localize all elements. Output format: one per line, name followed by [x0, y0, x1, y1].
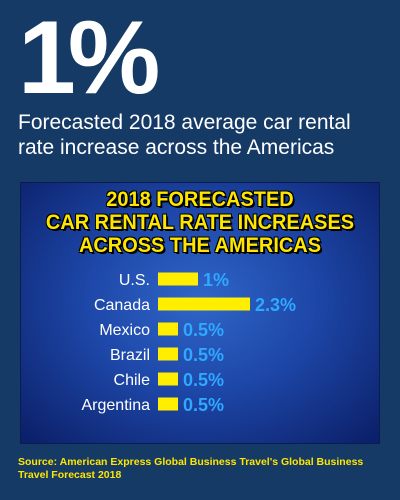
- value-label: 1%: [203, 270, 229, 290]
- chart-panel: 2018 FORECASTED CAR RENTAL RATE INCREASE…: [20, 182, 380, 444]
- value-label: 0.5%: [183, 370, 224, 390]
- chart-title-line-2: CAR RENTAL RATE INCREASES: [45, 211, 355, 234]
- bar: [158, 372, 178, 386]
- category-label: Chile: [114, 372, 151, 389]
- value-label: 2.3%: [255, 295, 296, 315]
- category-label: Argentina: [82, 397, 151, 414]
- bar: [158, 272, 198, 286]
- bar-chart: U.S. 1% Canada 2.3% Mexico 0.5% Brazil 0.5% Chil…: [82, 270, 297, 415]
- category-label: U.S.: [119, 272, 150, 289]
- bar: [158, 322, 178, 336]
- bar: [158, 347, 178, 361]
- bar: [158, 397, 178, 411]
- category-label: Brazil: [110, 347, 150, 364]
- value-label: 0.5%: [183, 395, 224, 415]
- category-label: Canada: [94, 297, 150, 314]
- chart-title-line-3: ACROSS THE AMERICAS: [78, 234, 322, 257]
- source-note: Source: American Express Global Business…: [18, 456, 364, 481]
- value-label: 0.5%: [183, 345, 224, 365]
- headline-subtitle: Forecasted 2018 average car rental rate …: [18, 111, 351, 159]
- headline-stat: 1%: [18, 0, 160, 116]
- value-label: 0.5%: [183, 320, 224, 340]
- bar: [158, 297, 250, 311]
- category-label: Mexico: [99, 322, 150, 339]
- chart-title-line-1: 2018 FORECASTED: [106, 188, 294, 211]
